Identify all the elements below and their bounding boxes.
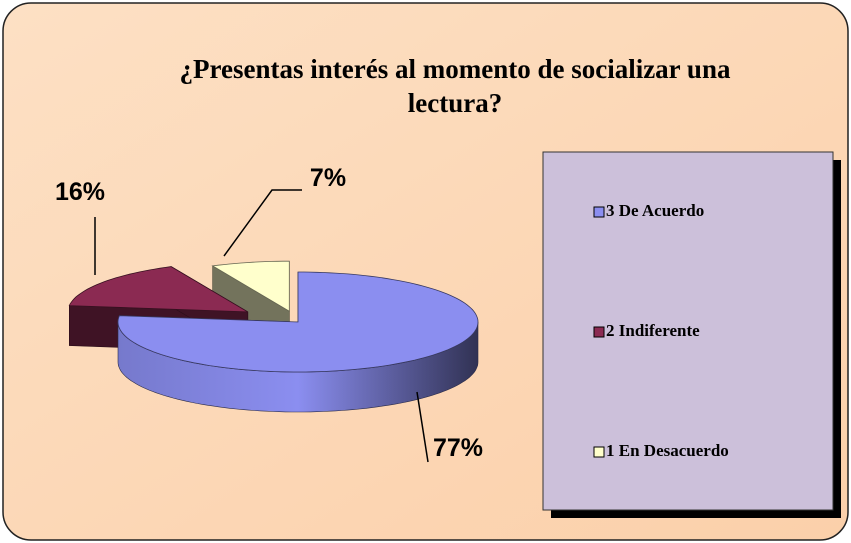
legend-box <box>542 151 834 511</box>
leader-line <box>416 391 429 463</box>
slice <box>68 266 249 313</box>
legend-label: 3 De Acuerdo <box>606 201 704 220</box>
slice <box>117 271 479 373</box>
pie <box>68 260 479 413</box>
legend-swatch <box>593 326 605 338</box>
legend: 3 De Acuerdo 2 Indiferente 1 En Desacuerdo <box>593 201 729 460</box>
legend-label: 1 En Desacuerdo <box>606 441 729 460</box>
legend-swatch <box>593 206 605 218</box>
data-labels: 77% 16% 7% <box>55 164 483 463</box>
data-label: 16% <box>55 178 105 206</box>
leader-line <box>223 189 302 257</box>
data-label: 77% <box>433 434 483 462</box>
legend-label: 2 Indiferente <box>606 321 700 340</box>
slice <box>211 260 290 312</box>
data-label: 7% <box>310 164 346 192</box>
chart-title: ¿Presentas interés al momento de sociali… <box>179 54 731 118</box>
legend-swatch <box>593 446 605 458</box>
